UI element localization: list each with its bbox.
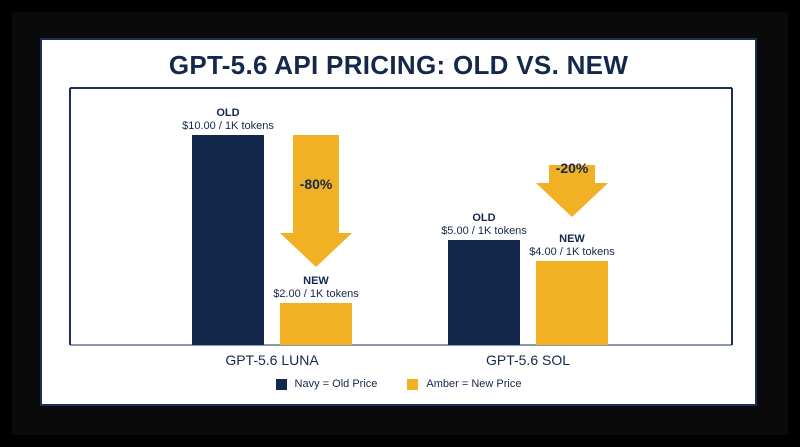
legend-label-old: Navy = Old Price (294, 378, 378, 390)
legend-label-new: Amber = New Price (426, 378, 522, 390)
legend: Navy = Old Price Amber = New Price (42, 378, 755, 390)
chart-title: GPT-5.6 API PRICING: OLD VS. NEW (168, 50, 629, 80)
bar-new-0 (280, 303, 352, 345)
bar-label-value-0-0: $10.00 / 1K tokens (182, 120, 274, 132)
bar-label-heading-1-1: NEW (559, 233, 585, 245)
bar-label-value-1-0: $5.00 / 1K tokens (441, 225, 527, 237)
bar-old-1 (448, 240, 520, 345)
legend-item-old: Navy = Old Price (275, 378, 378, 390)
chart-card: GPT-5.6 API PRICING: OLD VS. NEW OLD $10.… (40, 38, 757, 406)
bar-label-heading-1-0: OLD (472, 212, 495, 224)
legend-item-new: Amber = New Price (407, 378, 521, 390)
bar-new-1 (536, 261, 608, 345)
change-arrow-0 (280, 135, 352, 267)
change-label-1: -20% (556, 160, 589, 176)
bar-label-heading-0-0: OLD (216, 107, 239, 119)
change-arrow-1 (536, 165, 608, 217)
bar-label-heading-0-1: NEW (303, 275, 329, 287)
change-label-0: -80% (300, 176, 333, 192)
x-tick-label-1: GPT-5.6 SOL (486, 352, 570, 368)
bar-old-0 (192, 135, 264, 345)
legend-swatch-old (275, 378, 287, 390)
legend-swatch-new (407, 378, 419, 390)
bar-label-value-0-1: $2.00 / 1K tokens (273, 288, 359, 300)
x-tick-label-0: GPT-5.6 LUNA (225, 352, 319, 368)
bar-label-value-1-1: $4.00 / 1K tokens (529, 246, 615, 258)
